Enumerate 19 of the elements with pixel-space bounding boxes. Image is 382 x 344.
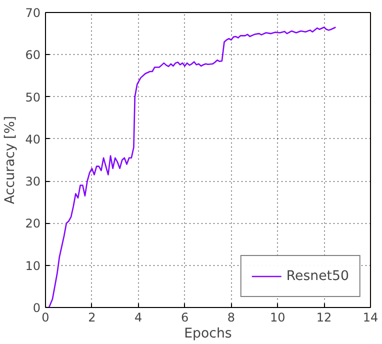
y-tick-label: 0 <box>32 301 41 315</box>
y-tick-label: 70 <box>25 6 41 20</box>
x-tick-label: 6 <box>180 310 189 324</box>
y-tick-label: 50 <box>25 90 41 104</box>
y-axis-title: Accuracy [%] <box>3 116 18 204</box>
x-tick-label: 0 <box>42 310 50 324</box>
x-tick-label: 14 <box>362 310 378 324</box>
x-tick-label: 2 <box>88 310 96 324</box>
x-tick-label: 4 <box>134 310 142 324</box>
x-tick-label: 8 <box>227 310 236 324</box>
x-tick-label: 12 <box>316 310 332 324</box>
y-tick-label: 40 <box>25 132 41 146</box>
legend-label: Resnet50 <box>286 268 349 284</box>
y-tick-label: 20 <box>25 216 41 231</box>
x-axis-title: Epochs <box>184 326 232 342</box>
y-tick-label: 60 <box>25 48 41 62</box>
x-tick-label: 10 <box>270 310 286 324</box>
y-tick-label: 30 <box>25 174 41 189</box>
y-tick-label: 10 <box>25 258 41 273</box>
